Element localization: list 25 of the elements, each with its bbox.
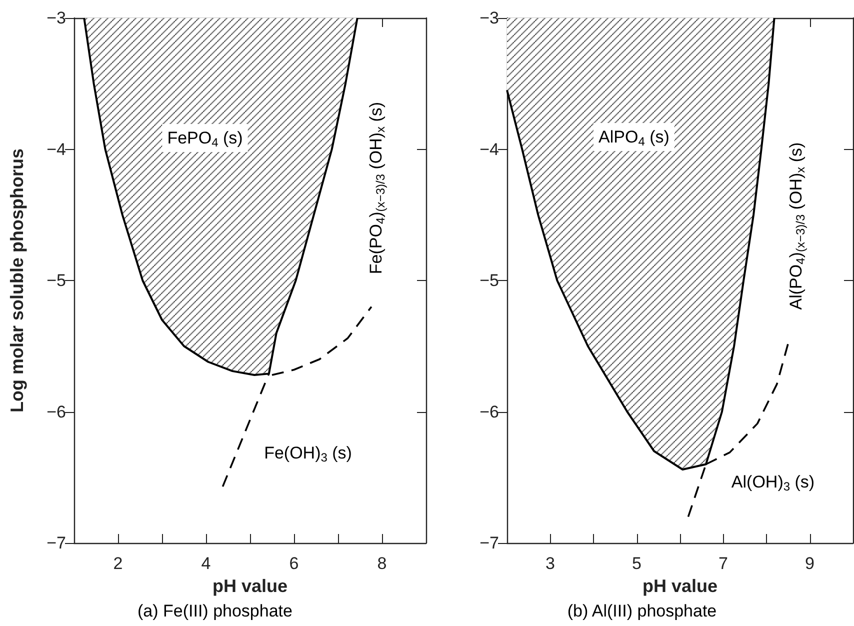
y-tick-label: −3 bbox=[46, 8, 66, 28]
x-axis-title: pH value bbox=[212, 576, 288, 596]
y-tick-label: −7 bbox=[46, 534, 66, 552]
x-tick-label: 6 bbox=[289, 554, 299, 573]
annotation: Al(PO4)(x−3)/3 (OH)x (s) bbox=[786, 142, 808, 310]
y-tick-label: −3 bbox=[480, 8, 499, 28]
x-tick-label: 7 bbox=[718, 554, 728, 573]
x-tick-label: 8 bbox=[377, 554, 387, 573]
y-tick-label: −6 bbox=[46, 402, 66, 422]
annotation: Fe(PO4)(x−3)/3 (OH)x (s) bbox=[366, 102, 388, 274]
x-tick-label: 9 bbox=[805, 554, 814, 573]
y-tick-label: −6 bbox=[480, 402, 499, 422]
y-tick-label: −5 bbox=[480, 271, 499, 290]
x-tick-label: 4 bbox=[201, 554, 211, 573]
x-tick-label: 2 bbox=[113, 554, 123, 573]
y-tick-label: −4 bbox=[46, 140, 66, 159]
text: (b) Al(III) phosphate bbox=[567, 602, 717, 620]
text: (a) Fe(III) phosphate bbox=[138, 602, 292, 620]
y-tick-label: −5 bbox=[46, 271, 66, 290]
y-tick-label: −7 bbox=[480, 534, 499, 552]
x-tick-label: 5 bbox=[632, 554, 642, 573]
x-tick-label: 3 bbox=[546, 554, 555, 573]
y-tick-label: −4 bbox=[480, 140, 499, 159]
x-axis-title: pH value bbox=[642, 576, 718, 596]
y-axis-title: Log molar soluble phosphorus bbox=[7, 148, 27, 413]
